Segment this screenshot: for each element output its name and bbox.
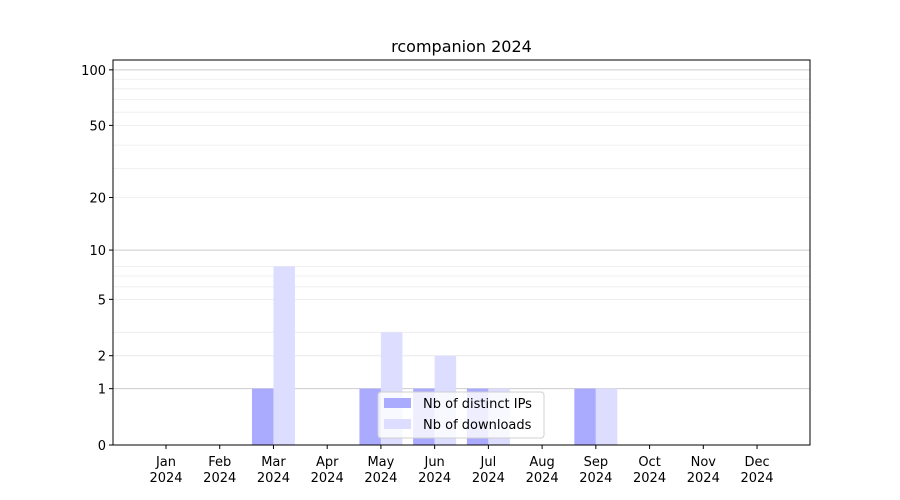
x-tick-label: Feb xyxy=(208,455,231,470)
x-tick-label: 2024 xyxy=(149,471,182,486)
legend-swatch xyxy=(384,419,411,429)
x-tick-label: Jul xyxy=(480,455,497,470)
bar-downloads xyxy=(273,266,295,445)
x-tick-label: Aug xyxy=(529,455,554,470)
x-tick-label: Oct xyxy=(638,455,660,470)
x-tick-label: 2024 xyxy=(364,471,397,486)
x-tick-label: 2024 xyxy=(740,471,773,486)
y-tick-label: 1 xyxy=(98,383,106,398)
legend xyxy=(377,391,545,439)
y-tick-label: 100 xyxy=(81,64,106,79)
y-tick-label: 50 xyxy=(89,119,106,134)
x-tick-label: May xyxy=(367,455,394,470)
x-tick-label: 2024 xyxy=(257,471,290,486)
legend-label: Nb of downloads xyxy=(423,418,532,433)
y-tick-label: 0 xyxy=(98,439,106,454)
plot-frame xyxy=(112,59,811,446)
x-tick-label: 2024 xyxy=(472,471,505,486)
legend-swatch xyxy=(384,398,411,408)
x-tick-label: 2024 xyxy=(311,471,344,486)
chart-title: rcompanion 2024 xyxy=(391,37,532,56)
x-tick-label: Jun xyxy=(423,455,444,470)
x-tick-label: Apr xyxy=(316,455,339,470)
bar-distinct-ips xyxy=(251,388,274,445)
y-tick-label: 10 xyxy=(89,244,106,259)
x-tick-label: 2024 xyxy=(687,471,720,486)
x-tick-label: 2024 xyxy=(418,471,451,486)
x-tick-label: Sep xyxy=(584,455,609,470)
x-tick-label: 2024 xyxy=(203,471,236,486)
y-tick-label: 2 xyxy=(98,350,106,365)
y-tick-label: 20 xyxy=(89,192,106,207)
x-tick-label: 2024 xyxy=(633,471,666,486)
x-tick-label: Dec xyxy=(744,455,769,470)
x-tick-label: 2024 xyxy=(579,471,612,486)
bar-distinct-ips xyxy=(359,388,381,445)
x-tick-label: Nov xyxy=(691,455,717,470)
x-tick-label: Mar xyxy=(261,455,286,470)
bar-downloads xyxy=(595,388,618,445)
x-tick-label: Jan xyxy=(155,455,176,470)
legend-label: Nb of distinct IPs xyxy=(423,397,532,412)
bar-distinct-ips xyxy=(574,388,596,445)
x-tick-label: 2024 xyxy=(526,471,559,486)
y-tick-label: 5 xyxy=(98,293,106,308)
